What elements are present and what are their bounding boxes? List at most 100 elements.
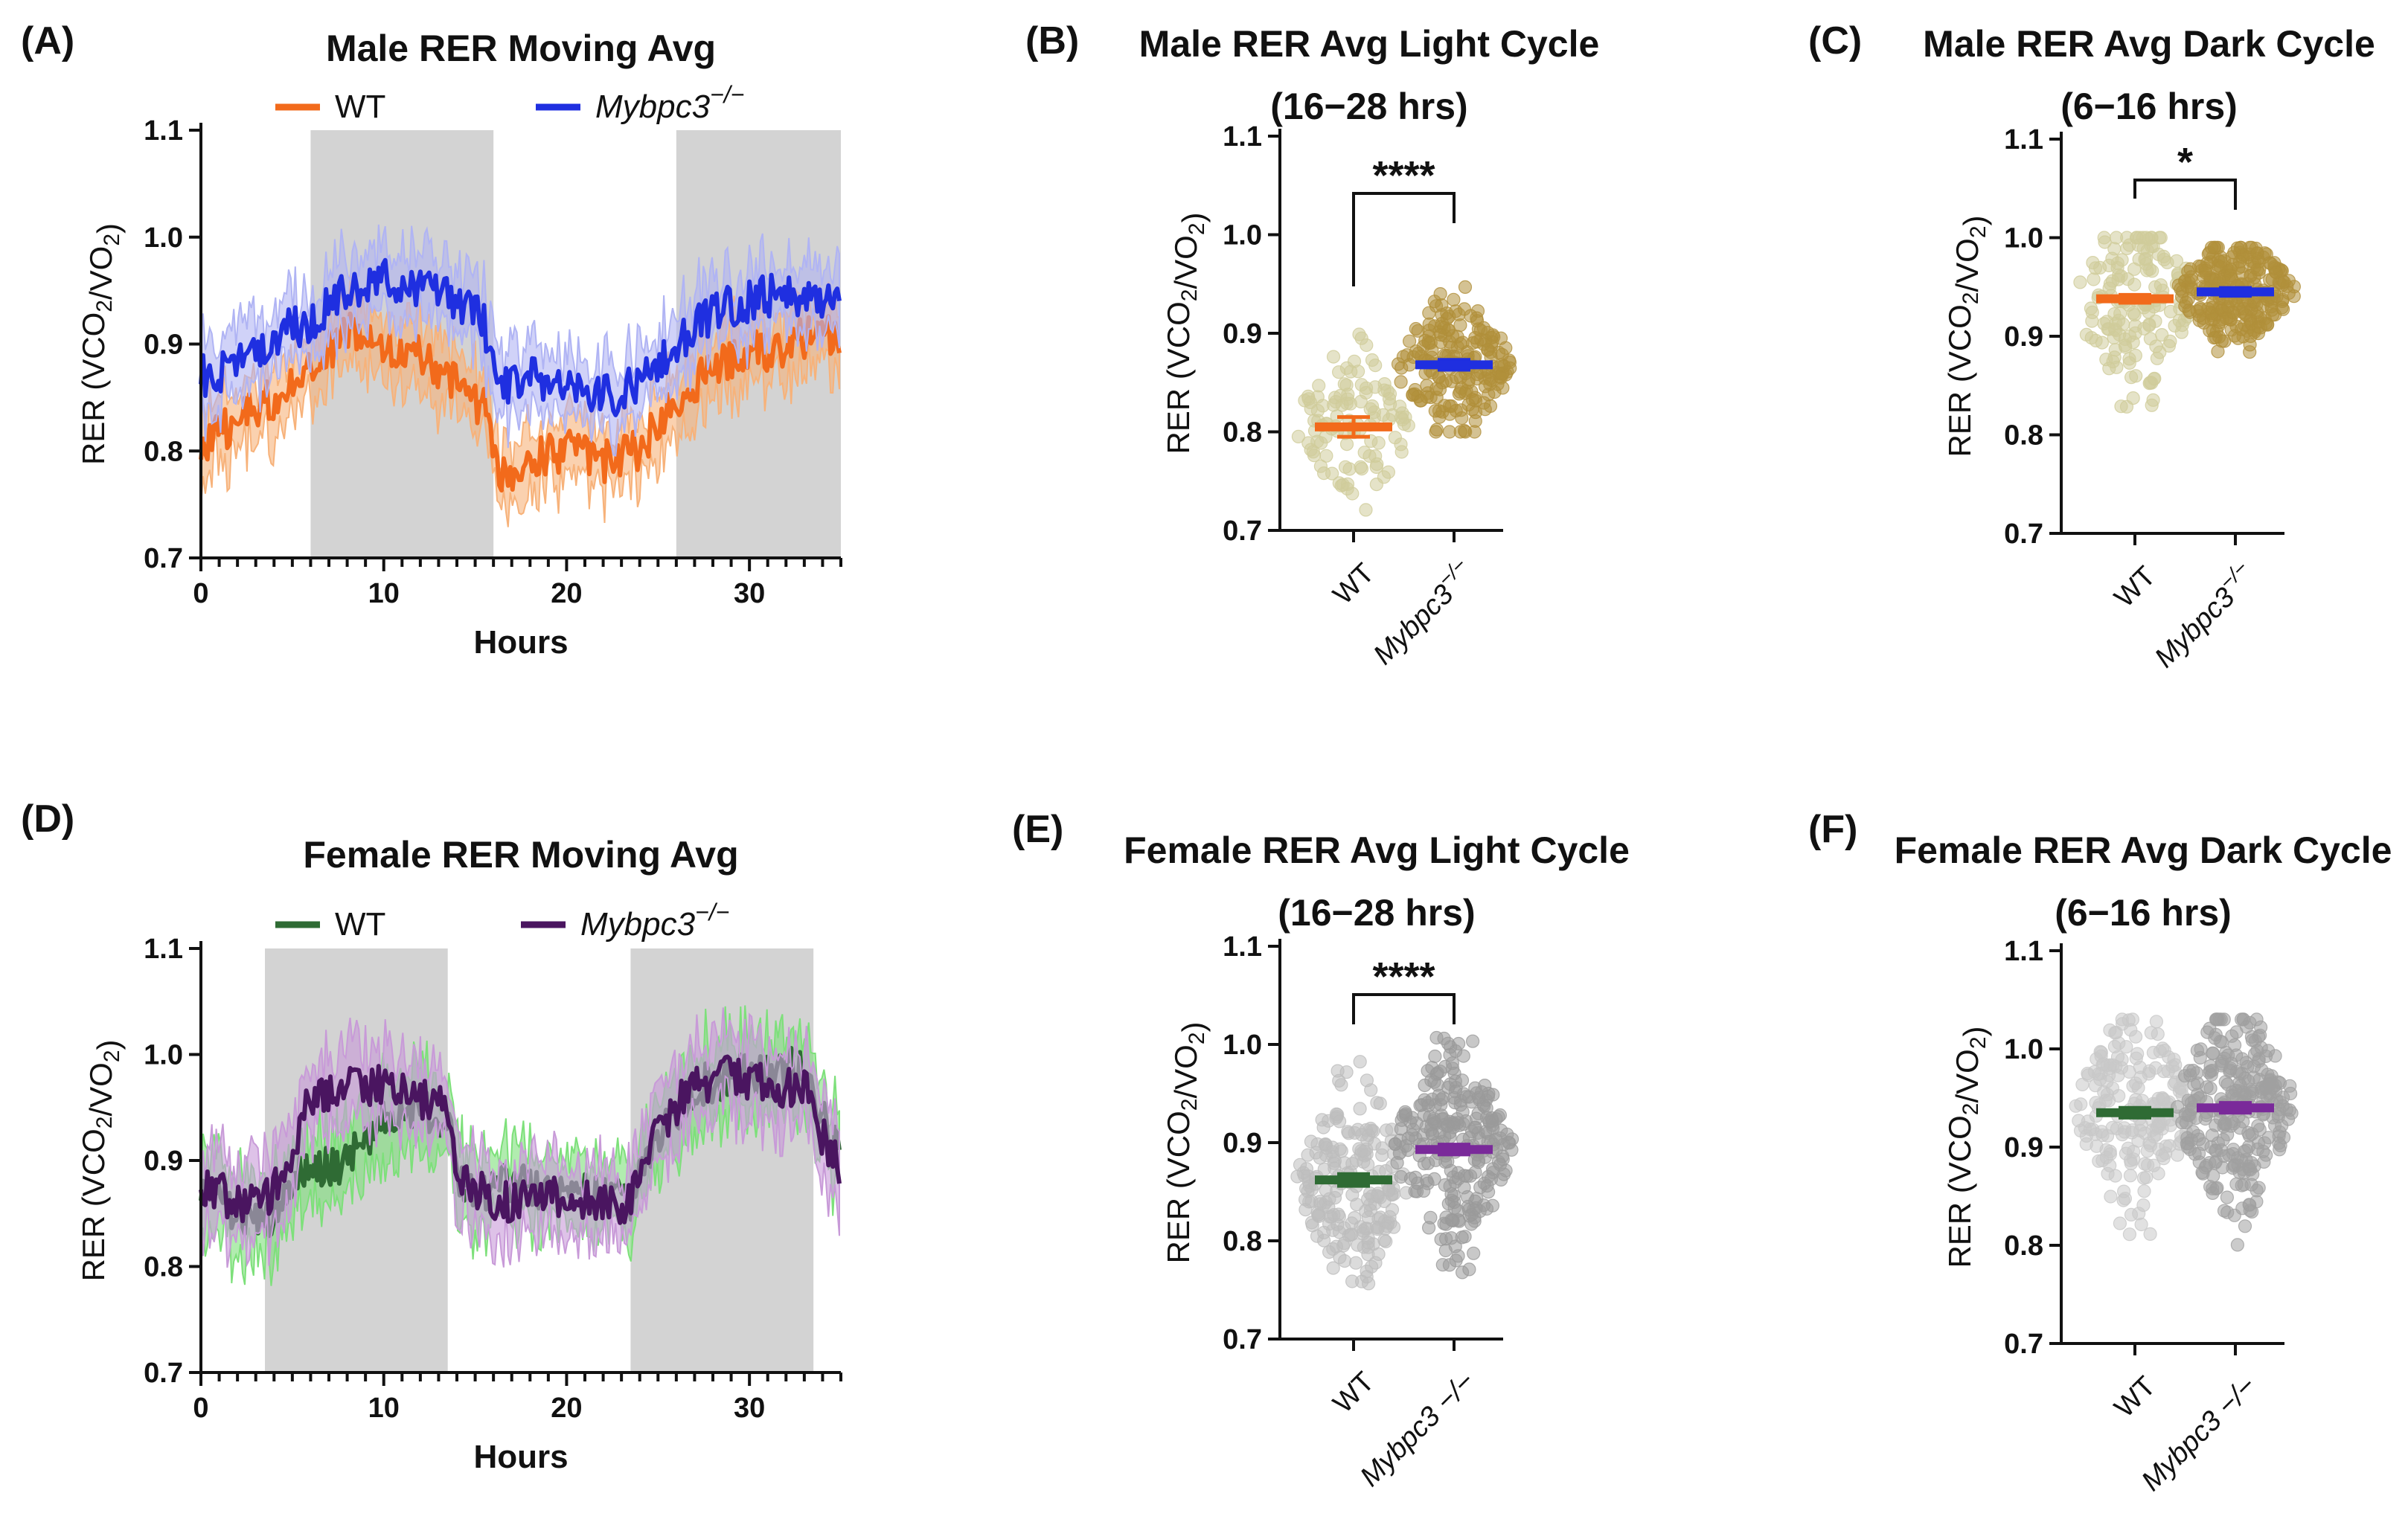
data-point: [1348, 1210, 1362, 1225]
data-point: [2205, 1128, 2219, 1143]
data-point: [2122, 1065, 2136, 1079]
data-point: [1394, 375, 1408, 389]
data-point: [2272, 1129, 2286, 1143]
data-point: [1465, 1034, 1480, 1048]
significance-stars: ****: [1372, 954, 1435, 999]
text-run: /VO: [1950, 238, 1985, 292]
significance-bracket: [1352, 192, 1456, 286]
y-tick-label: 0.8: [144, 1252, 183, 1283]
data-point: [2134, 1217, 2148, 1232]
data-point: [2105, 274, 2119, 288]
data-point: [2225, 1088, 2239, 1102]
x-axis-label: Hours: [473, 1439, 568, 1475]
significance-stars: ****: [1372, 153, 1435, 198]
data-point: [2146, 1045, 2160, 1060]
x-tick-label: 0: [193, 578, 208, 609]
data-point: [1449, 304, 1463, 318]
data-point: [1478, 379, 1493, 394]
category-label: WT: [2109, 560, 2162, 613]
data-point: [1340, 477, 1355, 491]
data-point: [1353, 1102, 1367, 1116]
data-point: [2090, 1139, 2104, 1153]
legend-text: WT: [335, 906, 385, 943]
data-point: [1373, 1097, 1387, 1111]
text-run: ): [1176, 1021, 1211, 1032]
y-tick-label: 1.0: [144, 1040, 183, 1071]
data-point: [1360, 1270, 1374, 1284]
data-point: [2148, 314, 2162, 328]
data-point: [1433, 287, 1447, 301]
legend-text: Mybpc3: [580, 906, 696, 943]
data-point: [1366, 1124, 1380, 1138]
data-point: [1449, 370, 1464, 385]
data-point: [1339, 1065, 1354, 1079]
data-point: [2248, 1034, 2262, 1048]
data-point: [1399, 1139, 1413, 1153]
y-tick-label: 1.1: [2004, 936, 2043, 967]
category-label: Mybpc3−/−: [2145, 556, 2262, 674]
data-point: [2119, 399, 2134, 414]
data-point: [2151, 247, 2165, 262]
category-label: Mybpc3−/−: [1363, 553, 1481, 671]
y-tick-label: 0.8: [144, 436, 183, 467]
data-point: [1331, 365, 1346, 379]
data-point: [2144, 1026, 2158, 1040]
data-point: [1445, 1062, 1460, 1076]
data-point: [1433, 328, 1448, 342]
data-point: [2143, 1227, 2157, 1242]
data-point: [2124, 370, 2139, 385]
data-point: [2223, 269, 2238, 283]
data-point: [1426, 1111, 1441, 1126]
data-point: [1401, 418, 1415, 433]
text-run: /VO: [1168, 235, 1203, 289]
data-point: [1464, 1207, 1479, 1221]
data-point: [1453, 385, 1467, 399]
data-point: [2169, 254, 2184, 268]
data-point: [2161, 1064, 2175, 1079]
data-point: [2243, 338, 2257, 352]
data-point: [2247, 323, 2261, 338]
data-point: [1355, 1128, 1369, 1142]
subscript: 2: [100, 1050, 124, 1062]
panel-F: (F) Female RER Avg Dark Cycle (6−16 hrs) 0.…: [1808, 808, 2392, 1497]
data-point: [2252, 1073, 2267, 1087]
data-point: [1326, 350, 1341, 364]
data-point: [2232, 254, 2247, 269]
category-text: WT: [1328, 557, 1380, 610]
data-point: [2154, 278, 2168, 292]
data-point: [2184, 270, 2198, 284]
data-point: [1368, 380, 1383, 394]
x-tick-label: 30: [734, 578, 765, 609]
data-point: [2227, 1159, 2241, 1173]
category-text: WT: [1328, 1366, 1380, 1419]
data-point: [2180, 1137, 2194, 1151]
data-point: [2163, 334, 2177, 348]
data-point: [2140, 1144, 2154, 1158]
data-point: [1441, 1036, 1456, 1050]
y-axis-label: RER (VCO2/VO2): [1942, 215, 1992, 457]
y-tick-label: 0.9: [1223, 318, 1262, 350]
data-point: [2129, 1030, 2143, 1044]
data-point: [1326, 1261, 1340, 1275]
x-tick-label: 10: [368, 1393, 400, 1424]
panel-E: (E) Female RER Avg Light Cycle (16−28 hrs)…: [1012, 808, 1630, 1493]
data-point: [2138, 252, 2152, 266]
data-point: [1476, 1198, 1491, 1213]
y-axis-label: RER (VCO2/VO2): [1161, 212, 1211, 454]
data-point: [1455, 411, 1469, 426]
data-point: [2214, 260, 2228, 274]
data-point: [1354, 1143, 1368, 1158]
data-point: [2123, 1169, 2137, 1183]
data-point: [1301, 1148, 1315, 1162]
y-tick-label: 1.0: [1223, 1030, 1262, 1061]
panel-subtitle: (6−16 hrs): [2055, 892, 2232, 934]
data-point: [2214, 1012, 2228, 1027]
data-point: [1428, 1049, 1442, 1064]
y-tick-label: 0.9: [1223, 1128, 1262, 1159]
data-point: [2095, 336, 2109, 350]
data-point: [2281, 286, 2296, 301]
data-point: [2129, 231, 2144, 245]
data-point: [2263, 1089, 2277, 1103]
data-point: [1444, 1213, 1458, 1227]
data-point: [2073, 275, 2087, 289]
